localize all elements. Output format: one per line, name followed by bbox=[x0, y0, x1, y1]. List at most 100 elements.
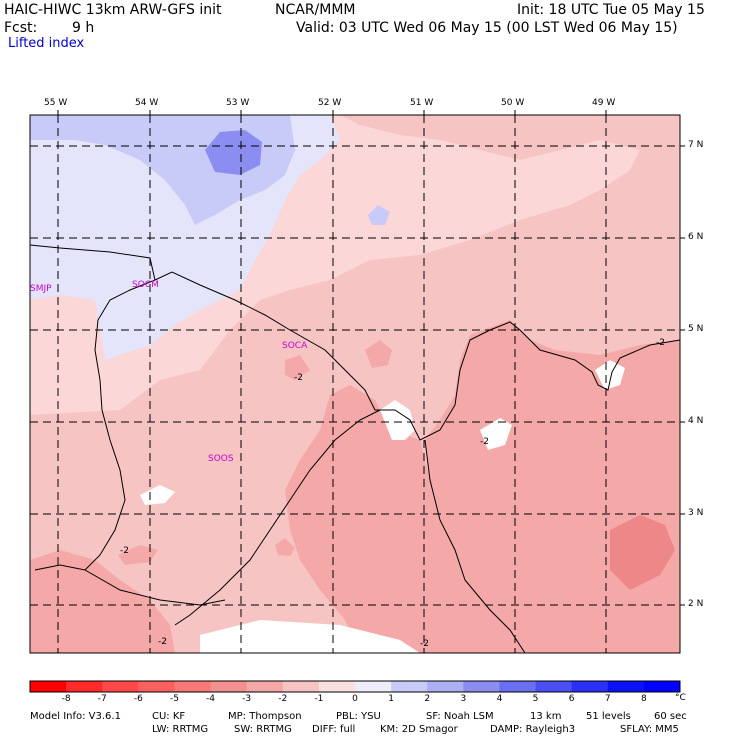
fill-pink-mid bbox=[118, 545, 158, 565]
footer-km: KM: 2D Smagor bbox=[380, 724, 458, 735]
fill-pink-mid bbox=[425, 320, 680, 653]
colorbar-tick-label: -5 bbox=[169, 694, 179, 704]
lat-label: 4 N bbox=[688, 416, 704, 426]
colorbar-swatch bbox=[643, 681, 681, 692]
colorbar-swatch bbox=[66, 681, 103, 692]
colorbar-frame bbox=[29, 680, 681, 693]
colorbar-unit: °C bbox=[675, 693, 686, 703]
colorbar-swatch bbox=[571, 681, 609, 692]
contour-label: -2 bbox=[294, 373, 303, 383]
fill-white bbox=[200, 620, 420, 653]
colorbar-swatch bbox=[30, 681, 67, 692]
axis-ticks bbox=[57, 110, 685, 606]
colorbar-swatch bbox=[318, 681, 356, 692]
colorbar-swatch bbox=[355, 681, 392, 692]
colorbar-tick-label: -6 bbox=[133, 694, 143, 704]
station-label: SOCM bbox=[132, 280, 159, 290]
lon-label: 52 W bbox=[318, 98, 342, 108]
border-line bbox=[424, 439, 526, 653]
grid-lines bbox=[30, 115, 680, 653]
footer-sflay: SFLAY: MM5 bbox=[620, 724, 679, 735]
colorbar-swatch bbox=[535, 681, 573, 692]
lon-label: 55 W bbox=[44, 98, 68, 108]
lon-label: 50 W bbox=[501, 98, 525, 108]
colorbar-swatch bbox=[391, 681, 428, 692]
lat-label: 7 N bbox=[688, 140, 704, 150]
field-name: Lifted index bbox=[8, 36, 85, 51]
colorbar-tick-label: 8 bbox=[641, 694, 647, 704]
colorbar-tick-label: 6 bbox=[568, 694, 575, 704]
colorbar-swatch bbox=[607, 681, 645, 692]
colorbar-tick-label: -4 bbox=[206, 694, 216, 704]
coastline bbox=[30, 244, 680, 441]
fill-pink-dark bbox=[610, 515, 675, 590]
footer-diff: DIFF: full bbox=[312, 724, 356, 735]
colorbar-swatch bbox=[138, 681, 175, 692]
model-title: HAIC-HIWC 13km ARW-GFS init bbox=[4, 2, 222, 18]
footer-timestep: 60 sec bbox=[654, 711, 687, 722]
colorbar-tick-label: -1 bbox=[314, 694, 324, 704]
contour-label: -2 bbox=[120, 546, 129, 556]
lon-label: 53 W bbox=[226, 98, 250, 108]
fill-white bbox=[480, 418, 512, 450]
border-line bbox=[84, 569, 226, 606]
colorbar bbox=[30, 681, 681, 692]
station-label: SOCA bbox=[282, 341, 308, 351]
lat-label: 2 N bbox=[688, 599, 704, 609]
forecast-hour: 9 h bbox=[72, 20, 95, 36]
footer-damp: DAMP: Rayleigh3 bbox=[490, 724, 576, 735]
colorbar-tick-label: 1 bbox=[388, 694, 394, 704]
footer-levels: 51 levels bbox=[586, 711, 631, 722]
contour-label: -2 bbox=[420, 639, 429, 649]
fill-blue-mid bbox=[368, 205, 390, 225]
contour-label: -2 bbox=[656, 338, 665, 348]
colorbar-tick-label: -2 bbox=[278, 694, 288, 704]
station-label: SMJP bbox=[30, 284, 52, 294]
station-label: SOOS bbox=[208, 454, 234, 464]
colorbar-tick-label: 3 bbox=[460, 694, 467, 704]
lon-label: 54 W bbox=[135, 98, 159, 108]
border-line bbox=[174, 409, 381, 626]
lon-label: 51 W bbox=[410, 98, 434, 108]
init-time: Init: 18 UTC Tue 05 May 15 bbox=[517, 2, 705, 18]
lat-label: 5 N bbox=[688, 324, 704, 334]
footer-cu: CU: KF bbox=[152, 711, 186, 722]
fill-pink-mid bbox=[285, 355, 310, 380]
colorbar-swatch bbox=[246, 681, 284, 692]
footer-model-info: Model Info: V3.6.1 bbox=[30, 711, 121, 722]
footer-sw: SW: RRTMG bbox=[234, 724, 292, 735]
colorbar-tick-label: -3 bbox=[242, 694, 252, 704]
colorbar-swatch bbox=[463, 681, 500, 692]
colorbar-swatch bbox=[102, 681, 139, 692]
forecast-label: Fcst: bbox=[4, 20, 38, 36]
lon-label: 49 W bbox=[592, 98, 616, 108]
contour-label: -2 bbox=[158, 637, 167, 647]
footer-sf: SF: Noah LSM bbox=[426, 711, 494, 722]
colorbar-tick-label: 4 bbox=[496, 694, 503, 704]
contour-label: -2 bbox=[480, 437, 489, 447]
footer-resolution: 13 km bbox=[530, 711, 562, 722]
footer-mp: MP: Thompson bbox=[228, 711, 302, 722]
fill-blue-dark bbox=[205, 130, 262, 175]
fill-pink-mid bbox=[30, 550, 175, 653]
lat-label: 6 N bbox=[688, 232, 704, 242]
colorbar-tick-label: -8 bbox=[61, 694, 71, 704]
colorbar-swatch bbox=[282, 681, 320, 692]
fill-pink-mid bbox=[365, 340, 392, 368]
valid-time: Valid: 03 UTC Wed 06 May 15 (00 LST Wed … bbox=[296, 20, 678, 36]
colorbar-tick-label: -7 bbox=[97, 694, 107, 704]
fill-white bbox=[595, 360, 625, 390]
lat-label: 3 N bbox=[688, 508, 704, 518]
org-label: NCAR/MMM bbox=[275, 2, 356, 18]
colorbar-swatch bbox=[427, 681, 464, 692]
fill-pink-mid bbox=[275, 538, 295, 556]
colorbar-tick-label: 7 bbox=[604, 694, 611, 704]
map-frame bbox=[29, 114, 681, 654]
colorbar-swatch bbox=[174, 681, 212, 692]
colorbar-tick-label: 0 bbox=[352, 694, 358, 704]
fill-pink-mid bbox=[285, 385, 450, 653]
border-line bbox=[34, 279, 156, 571]
colorbar-tick-label: 5 bbox=[532, 694, 539, 704]
footer-lw: LW: RRTMG bbox=[152, 724, 209, 735]
colorbar-swatch bbox=[210, 681, 248, 692]
